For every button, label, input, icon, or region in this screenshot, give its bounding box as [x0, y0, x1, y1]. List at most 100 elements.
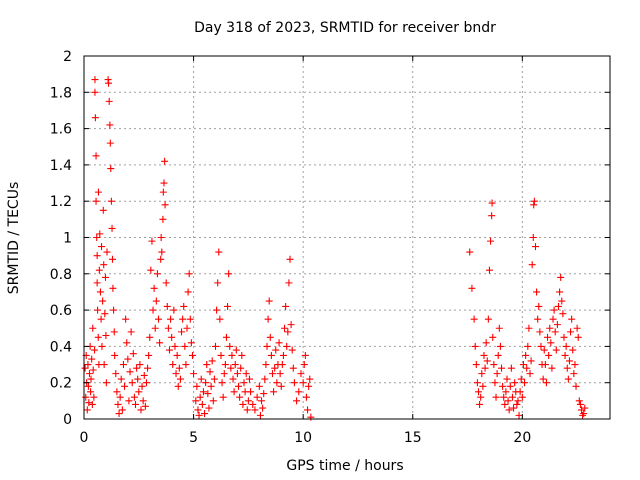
data-point: [214, 279, 222, 287]
data-point: [99, 297, 107, 305]
data-point: [526, 370, 534, 378]
data-point: [542, 379, 550, 387]
data-point: [495, 324, 503, 332]
data-point: [136, 361, 144, 369]
chart-title: Day 318 of 2023, SRMTID for receiver bnd…: [194, 20, 496, 36]
data-point: [557, 273, 565, 281]
data-point: [93, 234, 101, 241]
y-tick-label: 0.4: [50, 339, 72, 355]
data-point: [268, 370, 276, 378]
data-point: [168, 333, 176, 341]
data-point: [94, 333, 102, 341]
data-point: [519, 361, 527, 369]
data-point: [498, 364, 506, 372]
data-point: [260, 390, 268, 398]
data-point: [290, 379, 298, 387]
data-point: [470, 315, 478, 323]
data-point: [170, 306, 178, 314]
data-point: [117, 375, 125, 383]
data-point: [247, 388, 255, 396]
data-point: [573, 324, 581, 332]
data-point: [229, 375, 237, 383]
data-point: [122, 315, 130, 323]
data-point: [262, 361, 270, 369]
data-point: [112, 370, 120, 378]
data-point: [113, 388, 121, 396]
data-point: [153, 270, 161, 278]
data-point: [493, 370, 501, 378]
data-point: [481, 364, 489, 372]
data-point: [502, 388, 510, 396]
data-point: [569, 346, 577, 354]
data-point: [278, 361, 286, 369]
x-tick-label: 0: [80, 430, 89, 446]
data-point: [559, 310, 567, 318]
data-point: [295, 388, 303, 396]
data-point: [222, 333, 230, 341]
data-point: [561, 351, 569, 359]
data-point: [151, 324, 159, 332]
data-point: [259, 404, 267, 412]
data-point: [256, 411, 264, 419]
data-point: [107, 197, 115, 205]
y-tick-label: 0: [63, 412, 72, 428]
data-point: [184, 288, 192, 296]
data-point: [491, 379, 499, 387]
data-point: [221, 361, 229, 369]
data-point: [213, 306, 221, 314]
data-point: [98, 243, 106, 251]
data-point: [281, 324, 289, 332]
data-point: [195, 411, 203, 419]
data-point: [275, 339, 283, 347]
data-point: [179, 315, 187, 323]
data-point: [94, 188, 102, 196]
data-point: [102, 379, 110, 387]
data-point: [108, 255, 116, 263]
data-point: [93, 279, 101, 287]
y-axis-label: SRMTID / TECUs: [6, 182, 22, 295]
data-point: [301, 351, 309, 359]
data-point: [212, 342, 219, 350]
data-point: [186, 315, 194, 323]
data-point: [228, 351, 236, 359]
data-point: [111, 351, 119, 359]
data-point: [155, 315, 163, 323]
data-point: [515, 411, 523, 419]
data-point: [267, 351, 275, 359]
data-point: [207, 382, 215, 390]
data-point: [272, 346, 280, 354]
data-point: [167, 315, 175, 323]
data-point: [89, 366, 97, 374]
data-point: [306, 375, 314, 383]
data-point: [273, 379, 281, 387]
data-point: [91, 346, 99, 354]
data-point: [197, 375, 205, 383]
data-point: [581, 404, 589, 412]
data-point: [146, 333, 154, 341]
data-point: [510, 404, 518, 412]
data-point: [89, 324, 97, 332]
data-point: [85, 370, 93, 378]
data-point: [488, 199, 496, 207]
data-point: [249, 400, 257, 408]
data-point: [217, 351, 225, 359]
y-tick-label: 1.4: [50, 158, 72, 174]
data-point: [564, 375, 572, 383]
data-point: [496, 342, 504, 350]
grid: [84, 56, 610, 419]
y-tick-label: 1: [63, 231, 72, 247]
y-tick-label: 1.2: [50, 194, 72, 210]
data-point: [282, 302, 290, 310]
data-point: [233, 370, 241, 378]
data-point: [263, 342, 271, 350]
data-point: [258, 397, 266, 405]
data-point: [537, 342, 545, 350]
data-point: [133, 364, 141, 372]
data-point: [239, 400, 247, 408]
data-point: [523, 364, 531, 372]
data-point: [216, 315, 224, 323]
data-point: [105, 79, 113, 87]
data-point: [536, 328, 544, 336]
data-point: [549, 315, 557, 323]
